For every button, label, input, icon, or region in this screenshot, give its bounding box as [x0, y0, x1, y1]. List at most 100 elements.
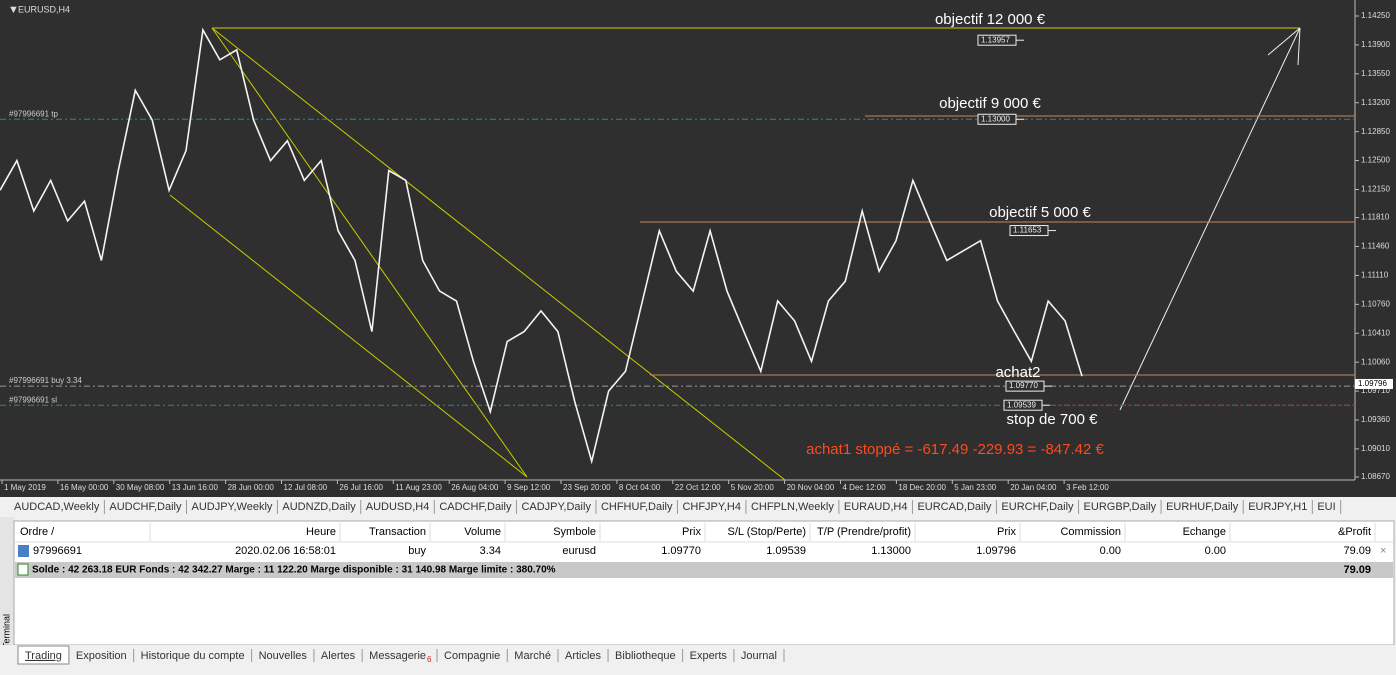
time-label: 18 Dec 20:00	[898, 483, 946, 492]
current-price-label: 1.09796	[1358, 379, 1387, 388]
time-label: 26 Jul 16:00	[339, 483, 383, 492]
time-label: 5 Nov 20:00	[731, 483, 775, 492]
cell: 3.34	[480, 545, 501, 557]
table-panel	[13, 520, 1395, 646]
summary: Solde : 42 263.18 EUR Fonds : 42 342.27 …	[32, 565, 556, 576]
side-strip	[0, 517, 14, 670]
order-label: #97996691 buy 3.34	[9, 376, 83, 385]
cell: 2020.02.06 16:58:01	[235, 545, 336, 557]
symbol-tab[interactable]: CHFHUF,Daily	[601, 501, 673, 513]
price-tick-label: 1.10760	[1361, 299, 1390, 308]
bottom-tabs-bar	[0, 645, 1396, 670]
symbol-tab[interactable]: CHFJPY,H4	[682, 501, 740, 513]
price-tick-label: 1.11110	[1361, 271, 1389, 280]
price-tick-label: 1.09010	[1361, 444, 1390, 453]
level-label: 1.13957	[981, 35, 1010, 44]
cell: 97996691	[33, 545, 82, 557]
bottom-tab[interactable]: Trading	[25, 650, 62, 662]
symbol-tab[interactable]: AUDCHF,Daily	[109, 501, 182, 513]
column-header[interactable]: Volume	[464, 526, 501, 538]
menu-arrow[interactable]: ▼	[8, 4, 19, 16]
symbol-tab[interactable]: AUDCAD,Weekly	[14, 501, 100, 513]
price-tick-label: 1.09710	[1361, 386, 1390, 395]
symbol-tab[interactable]: AUDJPY,Weekly	[192, 501, 273, 513]
symbol-tab[interactable]: AUDUSD,H4	[366, 501, 430, 513]
arrow	[1119, 27, 1301, 411]
bottom-tab[interactable]: Marché	[514, 650, 551, 662]
price-line	[0, 27, 1083, 465]
time-label: 28 Jun 00:00	[228, 483, 275, 492]
bottom-tab[interactable]: Articles	[565, 650, 602, 662]
column-header[interactable]: S/L (Stop/Perte)	[728, 526, 806, 538]
symbol-tab[interactable]: EURCAD,Daily	[917, 501, 991, 513]
bottom-tab[interactable]: Messagerie	[369, 650, 426, 662]
bottom-tab[interactable]: Exposition	[76, 650, 127, 662]
time-label: 1 May 2019	[4, 483, 46, 492]
time-label: 26 Aug 04:00	[451, 483, 499, 492]
symbol-tab[interactable]: EURGBP,Daily	[1084, 501, 1157, 513]
bottom-tab[interactable]: Bibliotheque	[615, 650, 676, 662]
price-tick-label: 1.12850	[1361, 127, 1390, 136]
column-header[interactable]: Echange	[1183, 526, 1226, 538]
symbol-tab[interactable]: CADCHF,Daily	[439, 501, 512, 513]
order-label: #97996691 sl	[9, 395, 57, 404]
time-label: 20 Nov 04:00	[787, 483, 835, 492]
order-icon	[18, 545, 29, 557]
side-label: Terminal	[1, 614, 11, 648]
channel-line	[211, 27, 528, 478]
price-tick-label: 1.14250	[1361, 11, 1390, 20]
symbol-tab[interactable]: EURCHF,Daily	[1001, 501, 1074, 513]
column-header[interactable]: Symbole	[553, 526, 596, 538]
symbol-tabs-bar	[0, 497, 1396, 517]
column-header[interactable]: Transaction	[369, 526, 426, 538]
time-label: 23 Sep 20:00	[563, 483, 611, 492]
symbol-tab[interactable]: EURHUF,Daily	[1166, 501, 1239, 513]
time-label: 5 Jan 23:00	[954, 483, 996, 492]
order-label: #97996691 tp	[9, 109, 58, 118]
price-tick-label: 1.10060	[1361, 357, 1390, 366]
price-tick-label: 1.10410	[1361, 328, 1390, 337]
annotation: objectif 9 000 €	[939, 95, 1041, 112]
annotation: achat1 stoppé = -617.49 -229.93 = -847.4…	[806, 441, 1104, 458]
cell: 1.13000	[871, 545, 911, 557]
column-header[interactable]: Ordre /	[20, 526, 55, 538]
bottom-tab[interactable]: Nouvelles	[259, 650, 308, 662]
price-tick-label: 1.11810	[1361, 213, 1390, 222]
message-badge: 6	[427, 655, 432, 664]
arrow-head	[1297, 27, 1301, 66]
symbol-tab[interactable]: EURAUD,H4	[844, 501, 908, 513]
annotation: objectif 12 000 €	[935, 11, 1046, 28]
symbol-tab[interactable]: CADJPY,Daily	[521, 501, 591, 513]
channel-line	[169, 194, 528, 478]
column-header[interactable]: Prix	[997, 526, 1016, 538]
time-label: 13 Jun 16:00	[172, 483, 219, 492]
current-price-box	[1355, 378, 1393, 389]
price-tick-label: 1.12500	[1361, 156, 1390, 165]
price-tick-label: 1.12150	[1361, 185, 1390, 194]
time-label: 8 Oct 04:00	[619, 483, 661, 492]
symbol-tab[interactable]: EURJPY,H1	[1248, 501, 1307, 513]
channel-line	[211, 27, 786, 481]
column-header[interactable]: Heure	[306, 526, 336, 538]
cell: 1.09539	[766, 545, 806, 557]
symbol-label: EURUSD,H4	[18, 4, 70, 14]
symbol-tab[interactable]: CHFPLN,Weekly	[751, 501, 834, 513]
symbol-tab[interactable]: EUI	[1317, 501, 1335, 513]
column-header[interactable]: Prix	[682, 526, 701, 538]
column-header[interactable]: T/P (Prendre/profit)	[817, 526, 911, 538]
time-label: 11 Aug 23:00	[395, 483, 442, 492]
bottom-tab[interactable]: Experts	[690, 650, 728, 662]
symbol-tab[interactable]: AUDNZD,Daily	[282, 501, 356, 513]
column-header[interactable]: &Profit	[1338, 526, 1371, 538]
bottom-tab[interactable]: Compagnie	[444, 650, 500, 662]
bottom-tab[interactable]: Journal	[741, 650, 777, 662]
close-button[interactable]: ×	[1380, 545, 1386, 557]
time-label: 22 Oct 12:00	[675, 483, 721, 492]
time-label: 20 Jan 04:00	[1010, 483, 1057, 492]
level-label: 1.11653	[1013, 226, 1042, 235]
column-header[interactable]: Commission	[1060, 526, 1121, 538]
time-label: 3 Feb 12:00	[1066, 483, 1109, 492]
bottom-tab[interactable]: Alertes	[321, 650, 356, 662]
bottom-tab[interactable]: Historique du compte	[141, 650, 245, 662]
